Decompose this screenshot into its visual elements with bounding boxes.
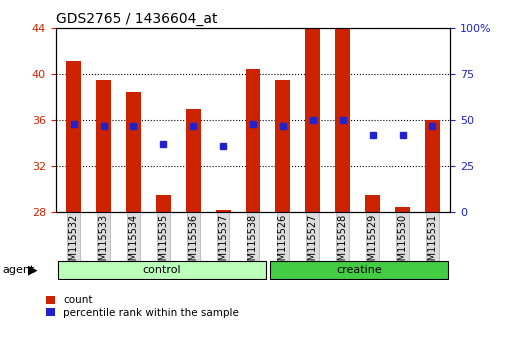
Bar: [156, 195, 171, 212]
Text: creatine: creatine: [336, 265, 381, 275]
Text: agent: agent: [3, 265, 35, 275]
Text: ▶: ▶: [28, 263, 37, 276]
Bar: [335, 28, 349, 212]
Bar: [305, 28, 320, 212]
Bar: [365, 195, 379, 212]
Bar: [58, 261, 266, 279]
Bar: [275, 80, 290, 212]
Bar: [215, 210, 230, 212]
Text: GDS2765 / 1436604_at: GDS2765 / 1436604_at: [56, 12, 217, 26]
Bar: [96, 80, 111, 212]
Bar: [126, 92, 140, 212]
Bar: [424, 120, 439, 212]
Bar: [394, 207, 409, 212]
Bar: [185, 109, 200, 212]
Bar: [66, 61, 81, 212]
Legend: count, percentile rank within the sample: count, percentile rank within the sample: [45, 296, 239, 318]
Text: control: control: [142, 265, 181, 275]
Bar: [245, 69, 260, 212]
Bar: [270, 261, 447, 279]
